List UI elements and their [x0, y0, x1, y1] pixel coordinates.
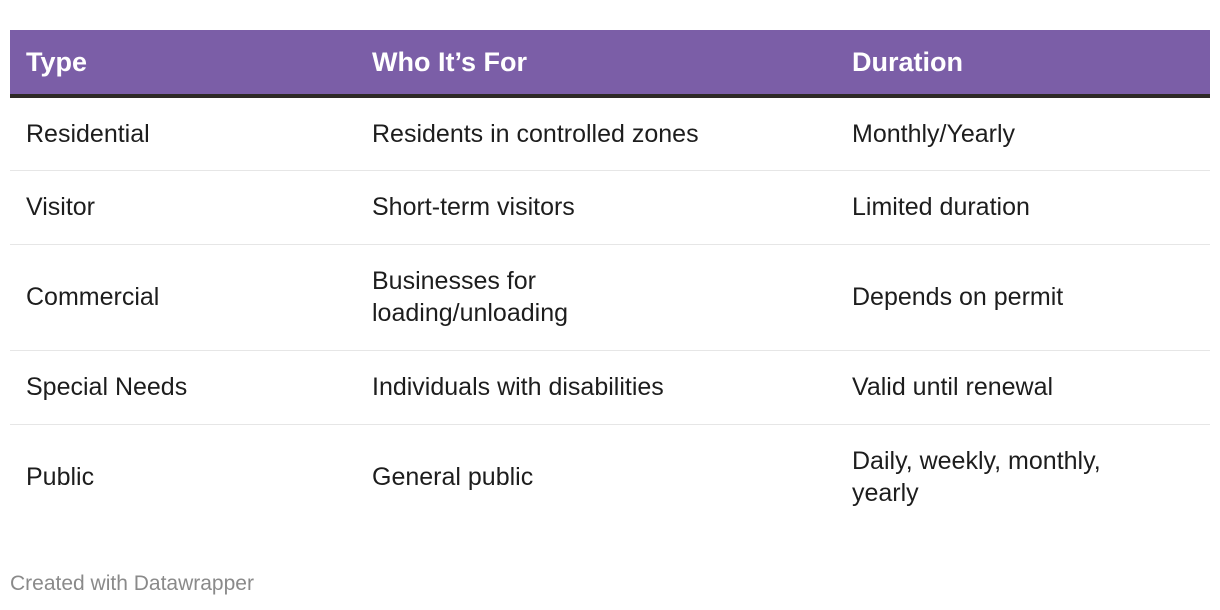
cell-type: Public [26, 463, 95, 492]
table-row: Visitor Short-term visitors Limited dura… [10, 170, 1210, 245]
column-header-duration: Duration [836, 30, 1210, 98]
permit-types-table-container: Type Who It’s For Duration Residential R… [10, 30, 1210, 530]
column-header-who-its-for: Who It’s For [356, 30, 836, 98]
cell-duration: Monthly/Yearly [836, 96, 1210, 171]
cell-who-its-for: Individuals with disabilities [356, 350, 836, 425]
cell-who-its-for: Businesses for loading/unloading [356, 244, 836, 351]
datawrapper-credit: Created with Datawrapper [10, 572, 254, 595]
cell-duration: Limited duration [836, 170, 1210, 245]
cell-who-its-for: Residents in controlled zones [356, 96, 836, 171]
cell-who-its-for: General public [372, 463, 534, 492]
cell-duration: Valid until renewal [836, 350, 1210, 425]
column-header-type: Type [10, 30, 356, 98]
table-body: Residential Residents in controlled zone… [10, 96, 1210, 530]
cell-type: Residential [10, 96, 356, 171]
table-row: Public General public Daily, weekly, mon… [10, 424, 1210, 530]
table-row: Commercial Businesses for loading/unload… [10, 244, 1210, 351]
header-row: Type Who It’s For Duration [10, 30, 1210, 98]
table-row: Residential Residents in controlled zone… [10, 96, 1210, 171]
table-header: Type Who It’s For Duration [10, 30, 1210, 98]
cell-duration: Daily, weekly, monthly, yearly [852, 447, 1101, 508]
cell-type: Special Needs [10, 350, 356, 425]
permit-types-table: Type Who It’s For Duration Residential R… [10, 30, 1210, 530]
cell-who-its-for: Short-term visitors [356, 170, 836, 245]
cell-type: Visitor [10, 170, 356, 245]
cell-type: Commercial [10, 244, 356, 351]
table-row: Special Needs Individuals with disabilit… [10, 350, 1210, 425]
cell-duration: Depends on permit [836, 244, 1210, 351]
